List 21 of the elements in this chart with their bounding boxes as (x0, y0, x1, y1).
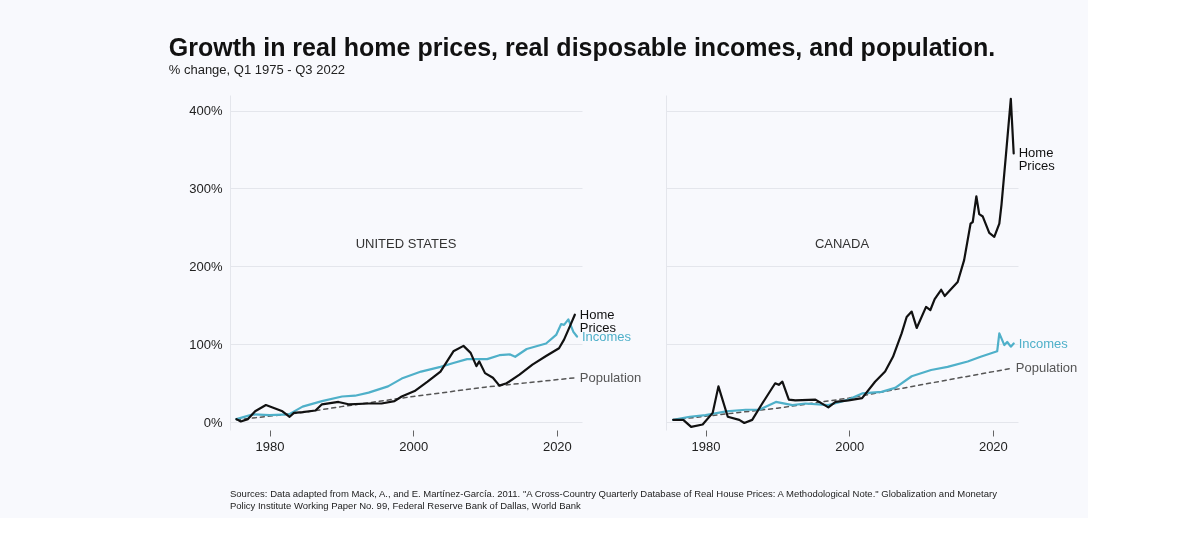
chart-subtitle: % change, Q1 1975 - Q3 2022 (168, 62, 346, 77)
x-tick-label: 2000 (399, 438, 429, 454)
x-tick-label: 2000 (835, 438, 865, 454)
y-tick-label: 300% (189, 180, 223, 196)
x-tick-label: 2020 (978, 438, 1008, 454)
series-label: Population (579, 369, 642, 385)
y-tick-label: 200% (189, 258, 223, 274)
chart-title: Growth in real home prices, real disposable incomes, and population. (168, 33, 996, 61)
annotation: CANADA (814, 236, 870, 252)
series-label: Incomes (1018, 335, 1069, 351)
x-tick-label: 1980 (691, 438, 721, 454)
y-tick-label: 0% (203, 414, 223, 430)
x-tick-label: 2020 (542, 438, 572, 454)
y-tick-label: 100% (189, 336, 223, 352)
source-note: Sources: Data adapted from Mack, A., and E. Martínez-García. 2011. "A Cross-Country Quarterly Database of Real House Prices: A Methodological Note." Globalization and Monetary Policy Institute Working Paper No. 99, Federal Reserve Bank of Dallas, World Bank (230, 488, 998, 511)
series-label: Population (1015, 360, 1078, 376)
series-label: Home Prices (1018, 145, 1056, 174)
annotation: UNITED STATES (355, 236, 457, 252)
y-tick-label: 400% (189, 103, 223, 119)
x-tick-label: 1980 (255, 438, 285, 454)
line-series (235, 377, 576, 421)
